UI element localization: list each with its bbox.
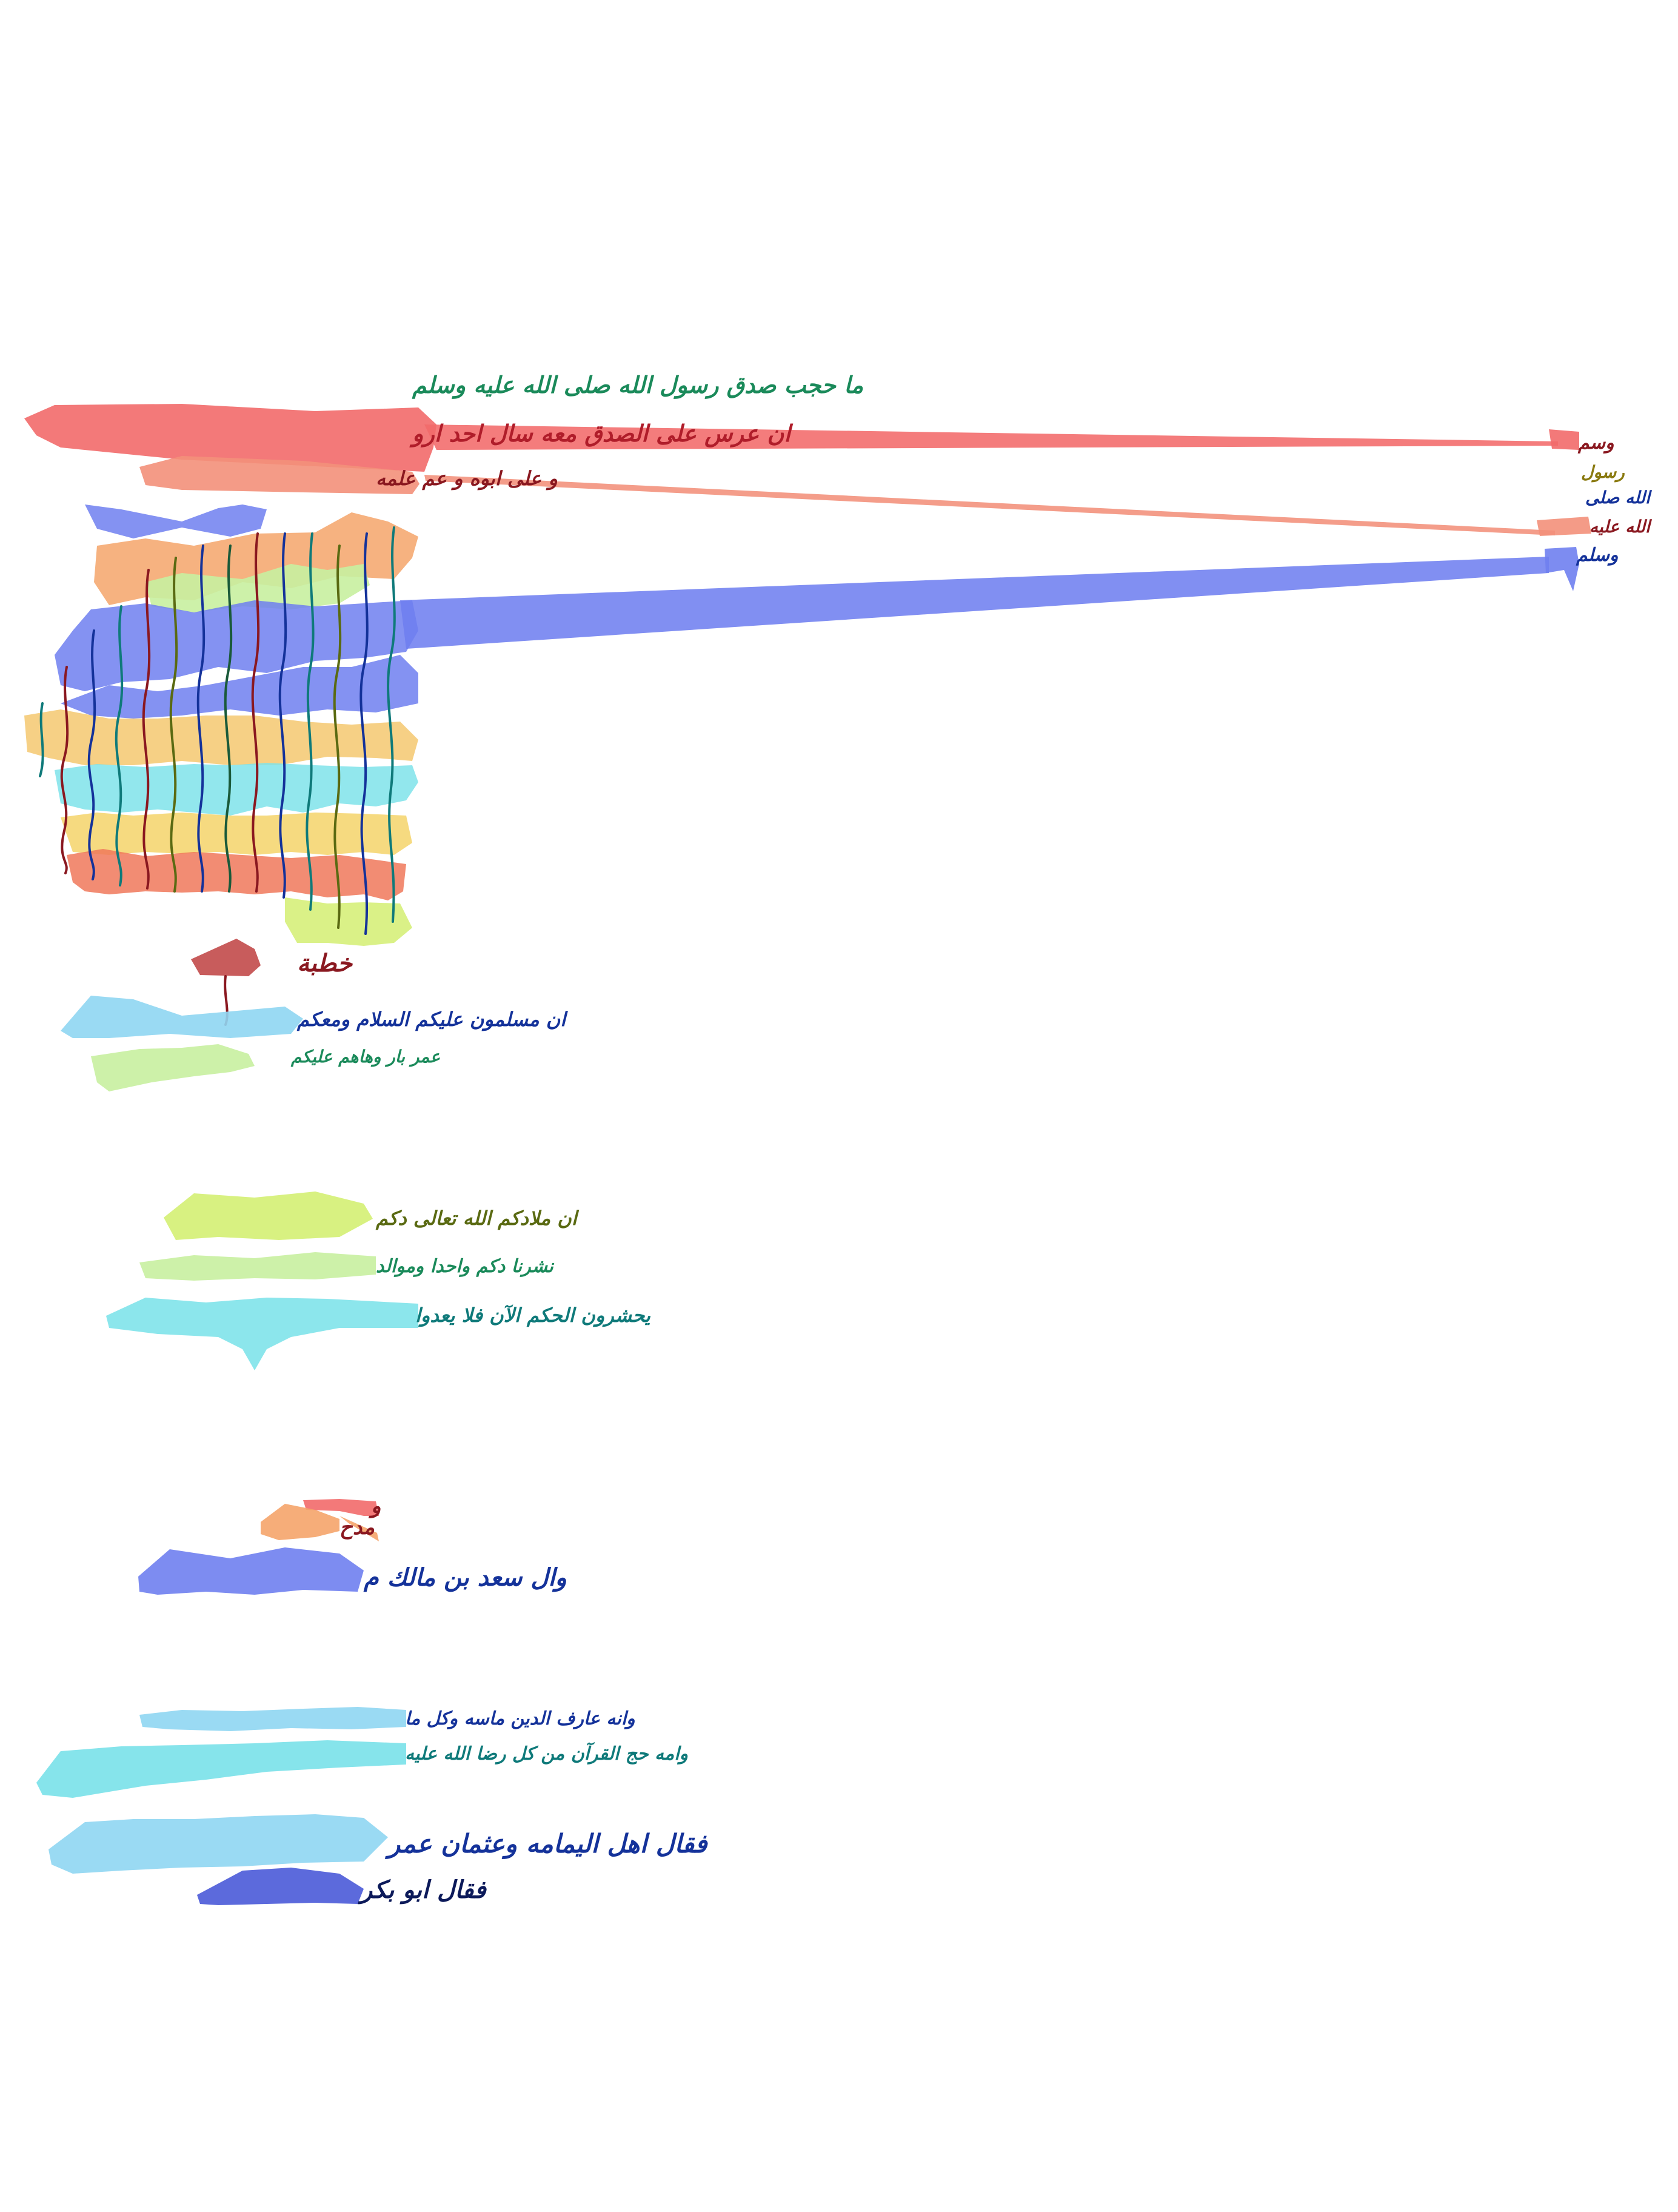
section-4: و مدح وال سعد بن مالك م [138, 1494, 567, 1595]
section-4-heading-2: مدح [339, 1515, 375, 1540]
section-2-line-1-highlight [61, 996, 303, 1038]
section-5-line-2-highlight [36, 1740, 406, 1798]
connector-bands [339, 424, 1558, 1541]
connector-band-red [424, 424, 1558, 450]
highlight-salmon-line-3 [139, 456, 420, 494]
section-3: ان ملادكم الله تعالى دكم نشرنا دكم واحدا… [106, 1191, 651, 1370]
column-band-lime-bottom [285, 897, 412, 946]
section-4-line-1: وال سعد بن مالك م [363, 1563, 567, 1592]
section-2-heading-highlight [191, 939, 261, 976]
column-band-blue-second [61, 655, 418, 719]
margin-annotation: وسم رسول الله صلى الله عليه وسلم [1537, 429, 1653, 591]
margin-line-2: رسول [1581, 462, 1625, 483]
margin-line-5: وسلم [1576, 545, 1619, 566]
section-5: وانه عارف الدين ماسه وكل ما وامه حج القر… [36, 1707, 708, 1905]
section-2: خطبة ان مسلمون عليكم السلام ومعكم عمر با… [61, 939, 568, 1091]
connector-band-orange-bottom [339, 1516, 379, 1541]
section-3-line-1: ان ملادكم الله تعالى دكم [375, 1207, 580, 1230]
section-5-line-3-highlight [48, 1814, 388, 1874]
column-band-blue-top [85, 504, 267, 538]
connector-band-blue [400, 557, 1549, 649]
section-5-line-2: وامه حج القرآن من كل رضا الله عليه [405, 1741, 688, 1765]
section-3-line-2-highlight [139, 1252, 376, 1281]
column-band-blue-main [55, 600, 418, 691]
text-line-2: ان عرس على الصدق معه سال احد ارو [409, 420, 793, 447]
margin-highlight-blue [1545, 547, 1579, 591]
text-line-3: و على ابوه و عم علمه [376, 467, 558, 491]
section-4-heading-1-highlight [303, 1499, 379, 1516]
highlight-red-line-2 [24, 404, 436, 472]
section-5-line-1: وانه عارف الدين ماسه وكل ما [405, 1708, 635, 1729]
section-5-line-4-highlight [197, 1868, 364, 1905]
section-5-line-1-highlight [139, 1707, 406, 1731]
section-2-line-2: عمر بار وهاهم عليكم [290, 1047, 440, 1067]
margin-highlight-red [1549, 429, 1579, 450]
section-4-heading-1: و [368, 1494, 381, 1518]
column-band-red-1 [67, 849, 406, 900]
section-2-heading: خطبة [297, 949, 353, 977]
section-3-line-2: نشرنا دكم واحدا وموالد [376, 1256, 554, 1277]
text-line-1: ما حجب صدق رسول الله صلى الله عليه وسلم [412, 371, 864, 399]
margin-highlight-salmon [1537, 517, 1591, 536]
section-3-line-3-highlight [106, 1298, 418, 1370]
header-block: ما حجب صدق رسول الله صلى الله عليه وسلم … [24, 371, 864, 494]
margin-line-3: الله صلى [1585, 488, 1653, 508]
section-2-line-2-highlight [91, 1044, 255, 1091]
margin-line-1: وسم [1577, 432, 1614, 454]
margin-line-4: الله عليه [1589, 517, 1653, 537]
column-band-yellow-1 [24, 709, 418, 765]
section-3-line-3: يحشرون الحكم الآن فلا يعدوا [415, 1304, 651, 1327]
dense-column-block [24, 504, 418, 946]
section-5-line-4: فقال ابو بكر [358, 1875, 487, 1905]
section-4-heading-2-highlight [261, 1504, 339, 1540]
column-band-yellow-2 [61, 813, 412, 855]
column-band-cyan-1 [55, 763, 418, 816]
section-3-line-1-highlight [164, 1191, 373, 1240]
section-4-line-1-highlight [138, 1547, 364, 1595]
connector-band-salmon [424, 475, 1555, 535]
dense-column-script [39, 526, 396, 935]
section-5-line-3: فقال اهل اليمامه وعثمان عمر [384, 1829, 708, 1859]
section-2-line-1: ان مسلمون عليكم السلام ومعكم [296, 1008, 568, 1031]
